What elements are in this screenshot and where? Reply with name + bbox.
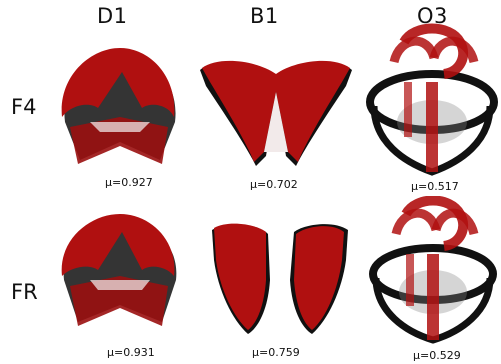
shape-f4-b1: [196, 56, 356, 176]
mu-fr-d1: μ=0.931: [107, 346, 155, 359]
shape-f4-o3: [364, 22, 500, 178]
mu-f4-o3: μ=0.517: [411, 180, 459, 193]
shape-f4-d1: [50, 42, 190, 177]
mu-fr-o3: μ=0.529: [413, 349, 461, 362]
column-header-d1: D1: [97, 4, 128, 28]
column-header-b1: B1: [250, 4, 279, 28]
mu-f4-b1: μ=0.702: [250, 178, 298, 191]
row-label-f4: F4: [11, 95, 37, 119]
mu-f4-d1: μ=0.927: [105, 176, 153, 189]
shape-fr-d1: [50, 210, 190, 330]
shape-fr-b1: [208, 220, 352, 338]
shape-fr-o3: [366, 196, 500, 346]
mu-fr-b1: μ=0.759: [252, 346, 300, 359]
row-label-fr: FR: [11, 280, 38, 304]
